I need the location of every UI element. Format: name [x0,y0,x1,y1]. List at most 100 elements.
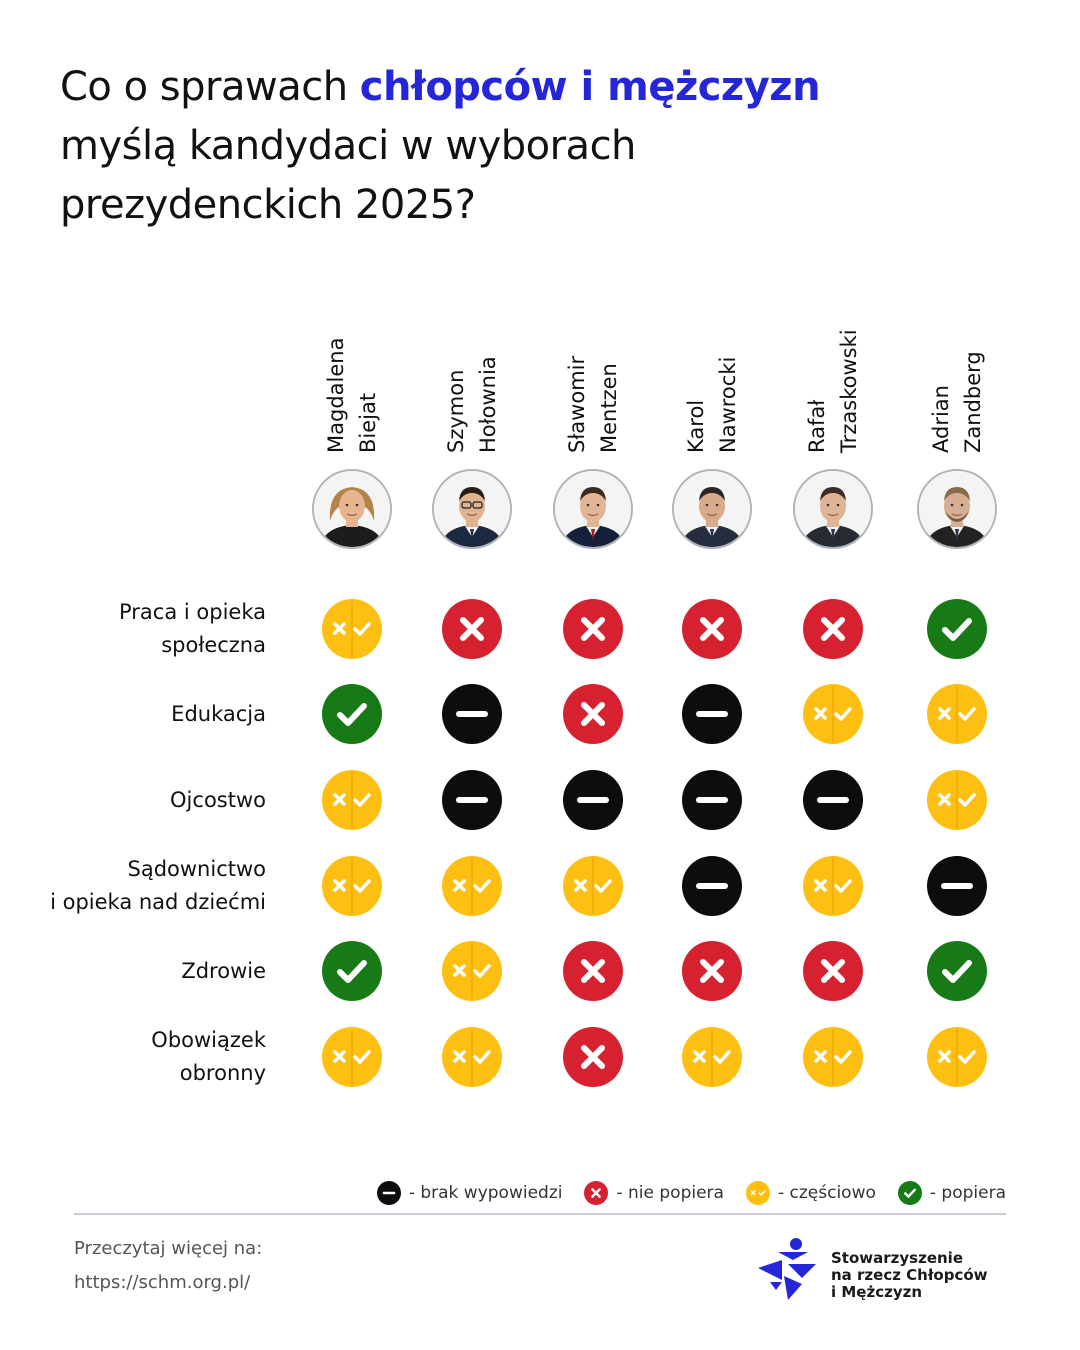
read-more-label: Przeczytaj więcej na: [74,1238,263,1259]
status-cell [322,1027,382,1087]
status-cell [442,1027,502,1087]
no-status-icon [584,1181,609,1205]
status-cell [563,856,623,916]
status-cell [927,856,987,916]
legend-label: - popiera [929,1183,1006,1203]
status-cell [682,856,742,916]
candidate-avatar [672,469,752,549]
topic-label: Edukacja [171,701,266,726]
none-status-icon [682,684,742,744]
status-cell [563,684,623,744]
portrait-image [434,471,510,547]
candidate-name-text: Rafał Trzaskowski [801,329,865,453]
partial-status-icon [442,856,502,916]
candidate-first-name: Sławomir [565,355,589,453]
candidate-avatar [312,469,392,549]
legend-item: - częściowo [745,1181,876,1205]
candidate-last-name: Nawrocki [716,356,740,453]
portrait-image [555,471,631,547]
topic-label: Obowiązek obronny [151,1028,266,1085]
partial-status-icon [322,770,382,830]
candidate-name: Adrian Zandberg [921,305,993,453]
yes-status-icon [322,941,382,1001]
candidate-name: Rafał Trzaskowski [797,305,869,453]
status-cell [927,684,987,744]
status-cell [563,1027,623,1087]
partial-status-icon [442,1027,502,1087]
status-cell [682,941,742,1001]
yes-status-icon [897,1181,922,1205]
no-status-icon [563,599,623,659]
status-cell [927,599,987,659]
status-cell [682,599,742,659]
topic-label: Praca i opieka społeczna [119,600,266,657]
legend-item: - nie popiera [584,1181,724,1205]
none-status-icon [682,856,742,916]
title-part-2: myślą kandydaci w wyborach prezydenckich… [60,123,636,228]
none-status-icon [563,770,623,830]
status-cell [322,684,382,744]
status-cell [442,856,502,916]
candidate-last-name: Biejat [356,392,380,453]
partial-status-icon [803,684,863,744]
status-cell [803,856,863,916]
status-cell [803,941,863,1001]
partial-status-icon [803,1027,863,1087]
no-status-icon [442,599,502,659]
partial-status-icon [322,599,382,659]
portrait-image [314,471,390,547]
legend-label: - brak wypowiedzi [408,1183,563,1203]
organization-name: Stowarzyszenie na rzecz Chłopców i Mężcz… [831,1249,988,1301]
none-status-icon [442,770,502,830]
candidate-last-name: Trzaskowski [837,329,861,453]
legend: - brak wypowiedzi - nie popiera - częściow… [355,1180,1006,1206]
candidate-name: Szymon Hołownia [436,305,508,453]
partial-status-icon [745,1181,770,1205]
candidate-last-name: Zandberg [961,351,985,453]
candidate-name-text: Sławomir Mentzen [561,356,625,453]
candidate-first-name: Szymon [444,369,468,453]
legend-item: - brak wypowiedzi [376,1181,563,1205]
none-status-icon [376,1181,401,1205]
yes-status-icon [927,941,987,1001]
no-status-icon [682,941,742,1001]
portrait-image [919,471,995,547]
candidate-name-text: Szymon Hołownia [440,356,504,453]
status-cell [927,1027,987,1087]
status-cell [563,770,623,830]
legend-marker [745,1181,770,1205]
partial-status-icon [442,941,502,1001]
status-cell [682,684,742,744]
candidate-name-text: Magdalena Biejat [320,338,384,453]
no-status-icon [563,941,623,1001]
candidate-avatar [553,469,633,549]
status-cell [803,1027,863,1087]
portrait-image [674,471,750,547]
legend-marker [584,1181,609,1205]
status-cell [442,770,502,830]
website-link[interactable]: https://schm.org.pl/ [74,1272,251,1293]
none-status-icon [927,856,987,916]
status-cell [927,770,987,830]
candidate-name-text: Karol Nawrocki [680,357,744,453]
no-status-icon [803,941,863,1001]
yes-status-icon [322,684,382,744]
status-cell [682,1027,742,1087]
title-part-1: Co o sprawach [60,64,360,110]
candidate-name: Karol Nawrocki [676,305,748,453]
no-status-icon [682,599,742,659]
partial-status-icon [927,770,987,830]
topic-label: Zdrowie [181,958,266,983]
status-cell [563,599,623,659]
portrait-image [795,471,871,547]
candidate-avatar [793,469,873,549]
candidate-name-text: Adrian Zandberg [925,351,989,453]
candidate-first-name: Magdalena [324,337,348,453]
status-cell [322,856,382,916]
legend-label: - nie popiera [616,1183,724,1203]
yes-status-icon [927,599,987,659]
partial-status-icon [322,856,382,916]
candidate-last-name: Hołownia [476,356,500,453]
candidate-first-name: Karol [684,399,708,453]
topic-label: Sądownictwo i opieka nad dziećmi [50,857,266,914]
